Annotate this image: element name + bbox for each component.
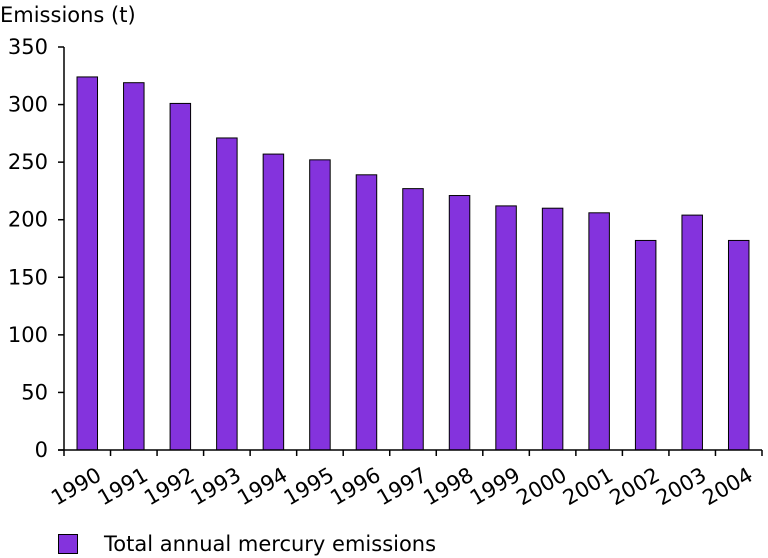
bar-1997 [402,188,424,451]
x-tick-label-2000: 2000 [512,463,570,511]
x-tick-label-1999: 1999 [466,463,524,511]
x-tick-label-1998: 1998 [419,463,477,511]
x-tick-label-2002: 2002 [605,463,663,511]
bar-1991 [123,82,145,451]
y-tick-label: 350 [8,35,48,59]
bar-2001 [588,212,610,451]
y-tick-label: 150 [8,265,48,289]
bars-group [76,76,750,451]
x-tick-label-1996: 1996 [326,463,384,511]
x-tick-label-1997: 1997 [373,463,431,511]
x-tick-label-2001: 2001 [559,463,617,511]
bar-1998 [448,195,471,451]
legend-swatch [58,534,78,554]
bar-2002 [634,239,657,451]
y-axis-label: Emissions (t) [0,3,136,27]
bar-1994 [262,153,285,451]
bar-2004 [727,239,750,451]
bar-2003 [681,214,703,451]
x-tick-label-1991: 1991 [94,463,152,511]
legend: Total annual mercury emissions [58,532,436,556]
bar-1995 [309,159,331,451]
x-tick-label-2004: 2004 [699,463,757,511]
legend-label: Total annual mercury emissions [104,532,437,556]
bar-2000 [541,207,564,451]
x-tick-label-1994: 1994 [233,463,291,511]
y-tick-label: 300 [8,93,48,117]
x-tick-label-1993: 1993 [187,463,245,511]
bar-1999 [495,205,517,451]
x-tick-label-1990: 1990 [47,463,105,511]
bar-1993 [216,137,238,451]
y-tick-label: 100 [8,323,48,347]
y-tick-label: 0 [35,438,48,462]
x-tick-label-1992: 1992 [140,463,198,511]
x-tick-label-2003: 2003 [652,463,710,511]
y-tick-label: 250 [8,150,48,174]
bar-1992 [169,102,192,451]
bar-1996 [355,174,378,451]
x-tick-label-1995: 1995 [280,463,338,511]
y-tick-label: 50 [21,380,48,404]
bar-1990 [76,76,99,451]
x-ticks-group: 1990199119921993199419951996199719981999… [47,450,763,511]
y-tick-label: 200 [8,208,48,232]
y-ticks-group: 0 50 100 150 200 250 300 350 [8,35,64,462]
